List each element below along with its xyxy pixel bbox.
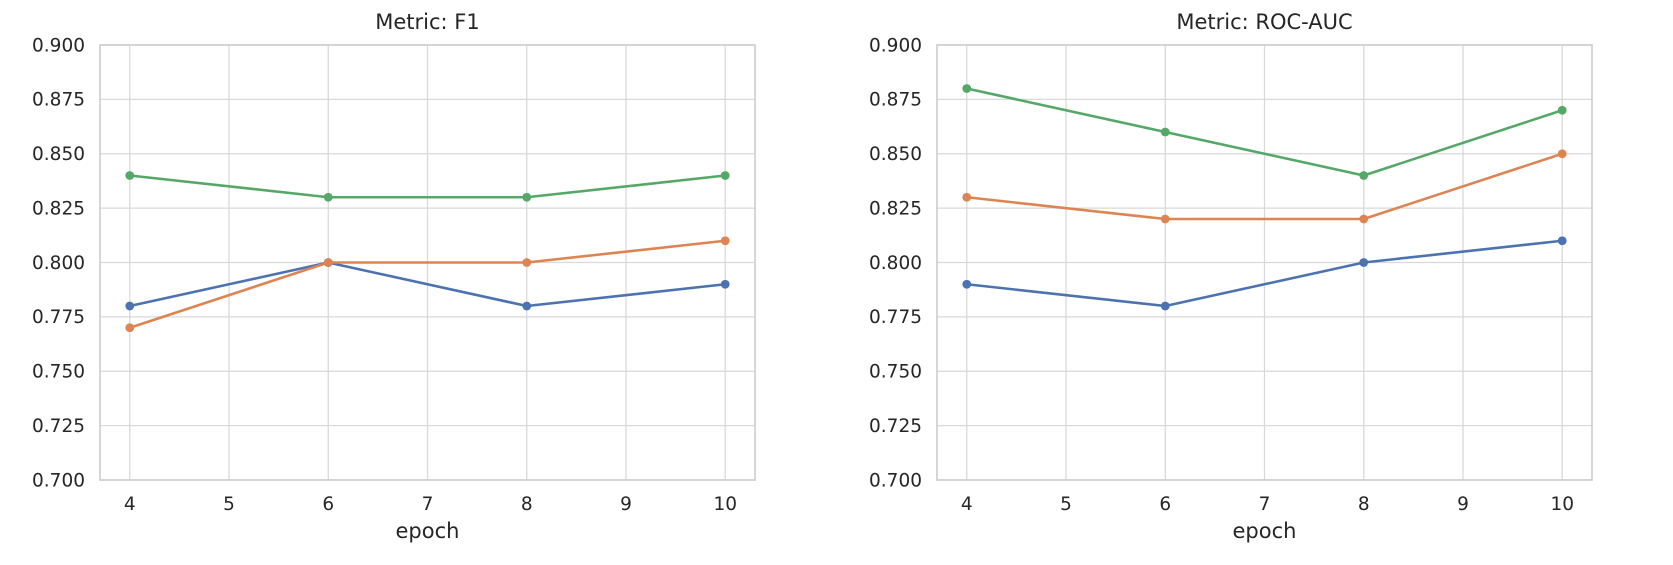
y-tick-label: 0.850 (869, 144, 922, 165)
green-series-marker (1557, 105, 1567, 115)
y-tick-label: 0.750 (869, 362, 922, 383)
green-series-marker (323, 192, 333, 202)
chart-canvas-f1: 0.700 0.725 0.750 0.775 0.800 0.825 0.850 0.875… (32, 35, 756, 515)
blue-series-line (128, 261, 727, 308)
blue-series-marker (522, 301, 532, 311)
blue-series-marker (125, 301, 135, 311)
y-tick-label: 0.875 (32, 90, 85, 111)
x-axis-label-roc-auc: epoch (1232, 519, 1297, 543)
x-tick-label: 5 (1060, 494, 1072, 515)
chart-roc-auc: 0.700 0.725 0.750 0.775 0.800 0.825 0.850 0.875… (837, 0, 1673, 565)
blue-series-marker (1557, 236, 1567, 246)
orange-series-marker (962, 192, 972, 202)
y-tick-label: 0.875 (869, 90, 922, 111)
green-series-line (128, 174, 727, 199)
x-tick-label: 9 (620, 494, 632, 515)
chart-f1: 0.700 0.725 0.750 0.775 0.800 0.825 0.850 0.875… (0, 0, 836, 565)
y-tick-label: 0.850 (32, 144, 85, 165)
y-tick-label: 0.800 (32, 253, 85, 274)
x-tick-label: 7 (1259, 494, 1271, 515)
y-tick-label: 0.725 (869, 416, 922, 437)
orange-series-marker (1359, 214, 1369, 224)
x-tick-label: 8 (521, 494, 533, 515)
x-tick-label: 4 (961, 494, 973, 515)
orange-series-marker (125, 323, 135, 333)
y-tick-label: 0.825 (32, 198, 85, 219)
x-tick-label: 6 (1159, 494, 1171, 515)
chart-title-f1: Metric: F1 (375, 10, 480, 34)
y-tick-label: 0.775 (32, 307, 85, 328)
y-tick-label: 0.900 (32, 35, 85, 56)
x-axis-label-f1: epoch (395, 519, 460, 543)
y-tick-label: 0.700 (869, 470, 922, 491)
orange-series-marker (522, 258, 532, 267)
plot-border (99, 44, 756, 481)
blue-series-line (965, 239, 1564, 308)
x-tick-label: 6 (322, 494, 334, 515)
orange-series-marker (720, 236, 730, 246)
orange-series-line (128, 239, 727, 330)
orange-series-line (965, 152, 1564, 221)
green-series-marker (125, 171, 135, 180)
y-tick-label: 0.725 (32, 416, 85, 437)
blue-series-marker (1160, 301, 1170, 311)
y-tick-label: 0.700 (32, 470, 85, 491)
orange-series-marker (1557, 149, 1567, 159)
chart-title-roc-auc: Metric: ROC-AUC (1176, 10, 1353, 34)
green-series-marker (720, 171, 730, 180)
green-series-line (965, 87, 1564, 177)
y-tick-label: 0.900 (869, 35, 922, 56)
x-tick-label: 10 (713, 494, 737, 515)
blue-series-marker (962, 279, 972, 289)
x-tick-label: 9 (1457, 494, 1469, 515)
green-series-marker (1160, 127, 1170, 137)
blue-series-marker (1359, 258, 1369, 267)
green-series-marker (962, 84, 972, 93)
chart-canvas-roc-auc: 0.700 0.725 0.750 0.775 0.800 0.825 0.850 0.875… (869, 35, 1593, 515)
x-tick-label: 7 (422, 494, 434, 515)
orange-series-marker (323, 258, 333, 267)
y-tick-label: 0.775 (869, 307, 922, 328)
orange-series-marker (1160, 214, 1170, 224)
x-tick-label: 10 (1550, 494, 1574, 515)
y-tick-label: 0.800 (869, 253, 922, 274)
green-series-marker (1359, 171, 1369, 180)
x-tick-label: 8 (1358, 494, 1370, 515)
blue-series-marker (720, 279, 730, 289)
y-tick-label: 0.825 (869, 198, 922, 219)
x-tick-label: 4 (124, 494, 136, 515)
green-series-marker (522, 192, 532, 202)
y-tick-label: 0.750 (32, 362, 85, 383)
plot-border (936, 44, 1593, 481)
x-tick-label: 5 (223, 494, 235, 515)
